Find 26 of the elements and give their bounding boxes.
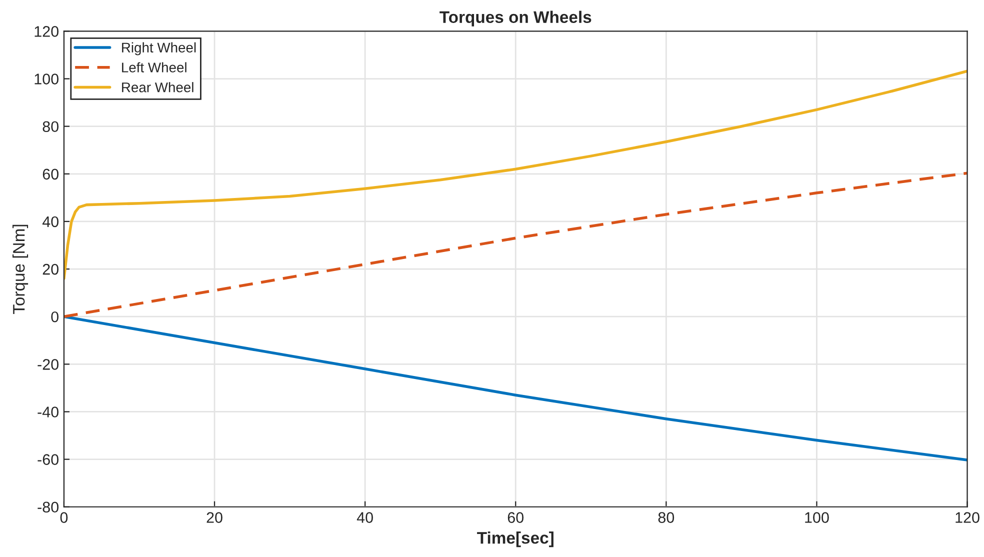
legend-label: Left Wheel xyxy=(122,62,186,72)
y-tick-label: 100 xyxy=(34,74,59,84)
legend-label: Right Wheel xyxy=(122,42,196,56)
x-tick-label: 60 xyxy=(508,512,524,523)
x-tick-label: 20 xyxy=(206,512,222,523)
y-tick-label: 120 xyxy=(34,26,59,37)
y-tick-label: 40 xyxy=(42,216,59,228)
line-series xyxy=(64,172,968,318)
line-series xyxy=(64,315,968,462)
x-tick-label: 40 xyxy=(356,512,373,523)
legend-label: Rear Wheel xyxy=(122,82,194,92)
x-axis-title: Time[sec] xyxy=(477,532,554,548)
y-tick-label: -40 xyxy=(38,406,59,418)
y-tick-label: -80 xyxy=(38,502,59,513)
y-tick-label: -20 xyxy=(38,359,59,370)
y-tick-label: 20 xyxy=(42,264,59,275)
y-axis-title: Torque [Nm] xyxy=(12,224,28,314)
x-tick-label: 80 xyxy=(658,512,674,523)
x-tick-label: 100 xyxy=(805,512,829,523)
x-tick-label: 0 xyxy=(60,512,68,523)
chart-title: Torques on Wheels xyxy=(440,10,592,26)
y-tick-label: 0 xyxy=(51,311,58,322)
y-tick-label: 60 xyxy=(42,168,59,180)
x-tick-label: 120 xyxy=(956,512,980,523)
y-tick-label: -60 xyxy=(38,454,59,465)
y-tick-label: 80 xyxy=(42,121,59,132)
